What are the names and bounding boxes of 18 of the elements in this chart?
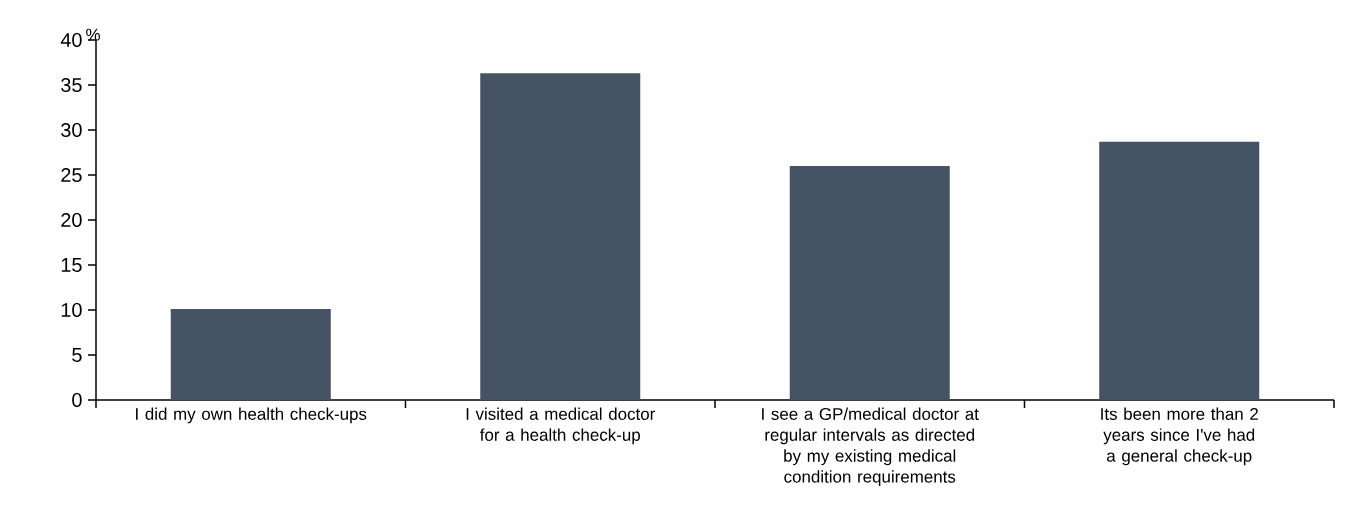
x-tick-label: I see a GP/medical doctor at regular intervals as directed by my existing medical condition requirements <box>762 407 979 487</box>
bar <box>789 166 950 400</box>
y-tick-label: 15 <box>61 258 82 272</box>
y-tick-label: 25 <box>61 167 82 183</box>
bar <box>480 73 641 400</box>
x-tick-label: I visited a medical doctor for a health check-up <box>466 407 655 445</box>
y-tick-label: 5 <box>72 348 82 362</box>
y-tick-label: 10 <box>61 302 82 318</box>
x-tick-label: Its been more than 2 years since I've had a general check-up <box>1101 407 1258 466</box>
bar <box>170 309 331 400</box>
y-tick-label: 30 <box>61 122 82 138</box>
y-tick-label: 40 <box>60 32 82 48</box>
y-tick-label: 35 <box>61 77 82 93</box>
x-tick-label: I did my own health check-ups <box>136 407 367 424</box>
y-tick-label: 0 <box>72 392 82 408</box>
y-axis-title: % <box>86 28 100 41</box>
bar <box>1099 141 1260 400</box>
y-tick-label: 20 <box>61 212 82 228</box>
